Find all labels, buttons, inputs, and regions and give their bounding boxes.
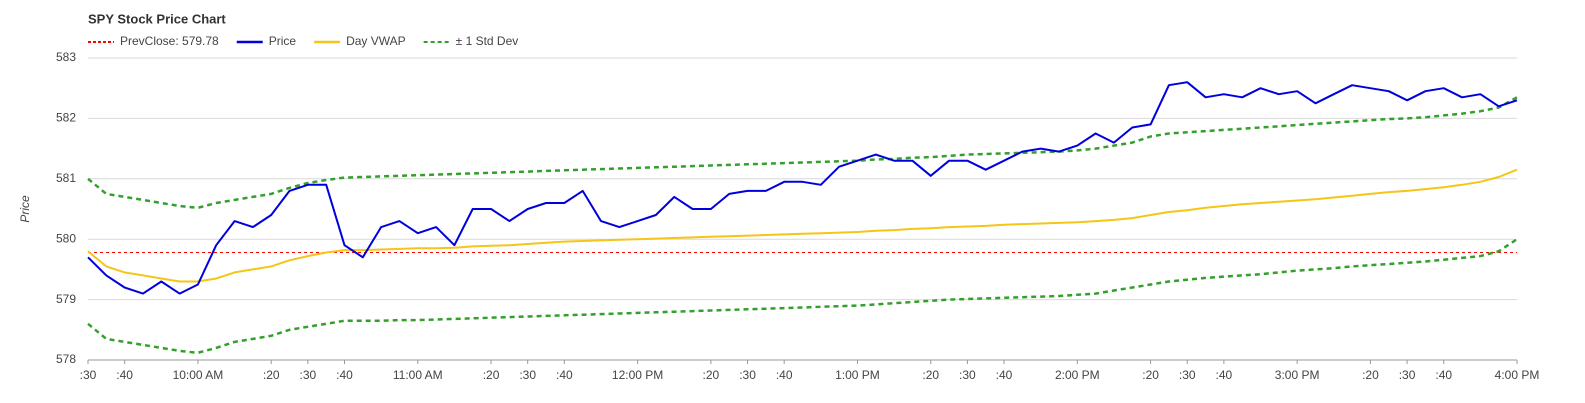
chart-title: SPY Stock Price Chart	[88, 11, 226, 26]
x-tick-label: :30	[300, 368, 317, 382]
x-tick-label: 3:00 PM	[1275, 368, 1320, 382]
y-tick-label: 582	[56, 111, 76, 125]
x-tick-label: :40	[776, 368, 793, 382]
x-tick-label: :30	[80, 368, 97, 382]
x-tick-label: :30	[959, 368, 976, 382]
series-line	[87, 81, 1518, 295]
x-tick-label: :30	[519, 368, 536, 382]
y-axis-title: Price	[18, 195, 32, 223]
x-tick-label: :30	[1399, 368, 1416, 382]
x-tick-label: 11:00 AM	[393, 368, 443, 382]
x-tick-label: :20	[483, 368, 500, 382]
y-tick-label: 581	[56, 171, 76, 185]
x-tick-label: 1:00 PM	[835, 368, 880, 382]
x-tick-label: :20	[263, 368, 280, 382]
y-tick-label: 578	[56, 352, 76, 366]
x-tick-label: 4:00 PM	[1495, 368, 1540, 382]
x-tick-label: :40	[116, 368, 133, 382]
y-tick-label: 579	[56, 292, 76, 306]
x-tick-label: :20	[1362, 368, 1379, 382]
legend-series-label: Day VWAP	[346, 34, 406, 48]
series-line	[87, 96, 1518, 210]
legend-reference-label: PrevClose: 579.78	[120, 34, 219, 48]
x-tick-label: :30	[1179, 368, 1196, 382]
legend-series-label: ± 1 Std Dev	[456, 34, 519, 48]
y-tick-label: 580	[56, 231, 76, 245]
legend-series-label: Price	[269, 34, 297, 48]
x-tick-label: 10:00 AM	[173, 368, 224, 382]
x-tick-label: :40	[996, 368, 1013, 382]
x-tick-label: :20	[922, 368, 939, 382]
x-tick-label: 12:00 PM	[612, 368, 663, 382]
x-tick-label: :20	[1142, 368, 1159, 382]
series-line	[87, 168, 1518, 283]
x-tick-label: :40	[556, 368, 573, 382]
x-tick-label: 2:00 PM	[1055, 368, 1100, 382]
x-tick-label: :20	[703, 368, 720, 382]
series-line	[87, 238, 1518, 355]
x-tick-label: :40	[336, 368, 353, 382]
x-tick-label: :40	[1435, 368, 1452, 382]
x-tick-label: :40	[1216, 368, 1233, 382]
x-tick-label: :30	[739, 368, 756, 382]
y-tick-label: 583	[56, 50, 76, 64]
